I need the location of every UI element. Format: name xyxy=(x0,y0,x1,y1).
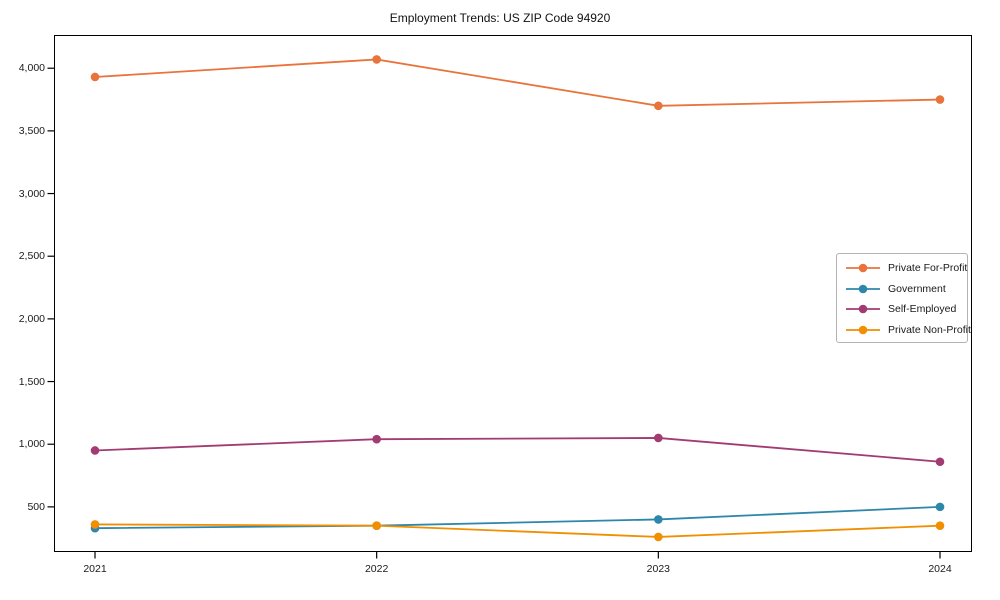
data-point xyxy=(935,502,945,512)
series-line-private-for-profit xyxy=(94,58,941,107)
data-point xyxy=(935,95,945,104)
y-tick-label: 500 xyxy=(27,500,45,513)
data-point xyxy=(90,446,100,455)
y-tick-label: 3,500 xyxy=(18,124,45,137)
y-tick-label: 3,000 xyxy=(18,187,45,200)
y-tick-label: 1,000 xyxy=(18,438,45,451)
legend-line-marker-icon xyxy=(846,304,880,314)
legend-line-marker-icon xyxy=(846,263,880,273)
data-point xyxy=(90,520,100,529)
chart-title: Employment Trends: US ZIP Code 94920 xyxy=(389,11,611,25)
series-line-self-employed xyxy=(94,437,941,463)
data-point xyxy=(654,433,663,443)
data-point xyxy=(90,72,100,82)
data-point xyxy=(372,521,381,530)
legend: Private For-Profit Government Self-Employe… xyxy=(836,253,971,343)
x-tick-label: 2021 xyxy=(83,563,107,575)
legend-item: Private For-Profit xyxy=(844,258,967,279)
x-tick-label: 2022 xyxy=(364,563,389,575)
y-tick-label: 4,000 xyxy=(18,62,45,75)
data-point xyxy=(372,434,381,444)
legend-label: Self-Employed xyxy=(888,303,957,316)
y-tick-label: 1,500 xyxy=(18,375,45,388)
legend-item: Self-Employed xyxy=(844,299,967,320)
data-point xyxy=(654,515,663,524)
series-line-government xyxy=(94,505,941,530)
x-tick-label: 2024 xyxy=(928,563,952,575)
plot-area xyxy=(54,35,972,552)
data-point xyxy=(935,457,945,467)
legend-label: Government xyxy=(888,282,946,295)
y-tick-label: 2,500 xyxy=(18,250,45,263)
legend-line-marker-icon xyxy=(846,284,880,294)
data-point xyxy=(935,521,945,530)
x-tick-label: 2023 xyxy=(646,563,670,575)
legend-item: Government xyxy=(844,279,967,300)
series-line-private-non-profit xyxy=(94,523,941,538)
data-point xyxy=(372,55,381,64)
y-tick-label: 2,000 xyxy=(18,312,45,325)
legend-line-marker-icon xyxy=(846,325,880,335)
data-point xyxy=(654,101,663,111)
legend-item: Private Non-Profit xyxy=(844,320,971,341)
legend-label: Private Non-Profit xyxy=(888,323,971,336)
data-point xyxy=(654,532,663,542)
legend-label: Private For-Profit xyxy=(888,262,968,275)
